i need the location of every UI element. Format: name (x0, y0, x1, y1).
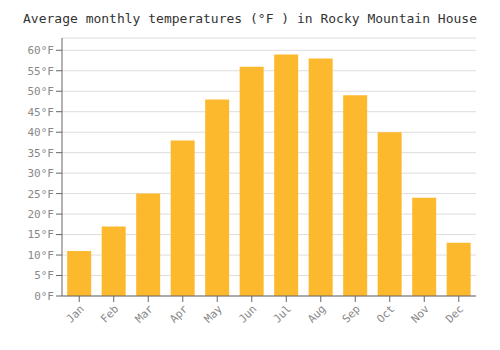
svg-text:15°F: 15°F (28, 228, 55, 241)
svg-text:Apr: Apr (167, 302, 191, 326)
svg-text:20°F: 20°F (28, 208, 55, 221)
svg-text:May: May (202, 302, 226, 326)
svg-text:10°F: 10°F (28, 249, 55, 262)
svg-text:0°F: 0°F (34, 290, 54, 303)
svg-text:Dec: Dec (443, 302, 466, 325)
svg-text:60°F: 60°F (28, 44, 55, 57)
svg-text:Aug: Aug (305, 302, 328, 325)
svg-text:Feb: Feb (98, 302, 121, 325)
svg-text:25°F: 25°F (28, 188, 55, 201)
svg-text:Oct: Oct (374, 302, 397, 325)
svg-text:5°F: 5°F (34, 269, 54, 282)
svg-text:Nov: Nov (409, 302, 433, 326)
svg-text:50°F: 50°F (28, 85, 55, 98)
svg-text:55°F: 55°F (28, 65, 55, 78)
svg-text:Mar: Mar (133, 302, 157, 326)
svg-text:30°F: 30°F (28, 167, 55, 180)
svg-text:Jun: Jun (236, 302, 259, 325)
svg-text:Jul: Jul (271, 302, 294, 325)
html-text:Average monthly temperatures (: Average monthly temperatures (°F ) in Ro… (23, 11, 477, 26)
svg-text:Sep: Sep (340, 302, 363, 325)
svg-text:40°F: 40°F (28, 126, 55, 139)
svg-text:35°F: 35°F (28, 147, 55, 160)
svg-text:Jan: Jan (64, 302, 87, 325)
svg-text:45°F: 45°F (28, 106, 55, 119)
